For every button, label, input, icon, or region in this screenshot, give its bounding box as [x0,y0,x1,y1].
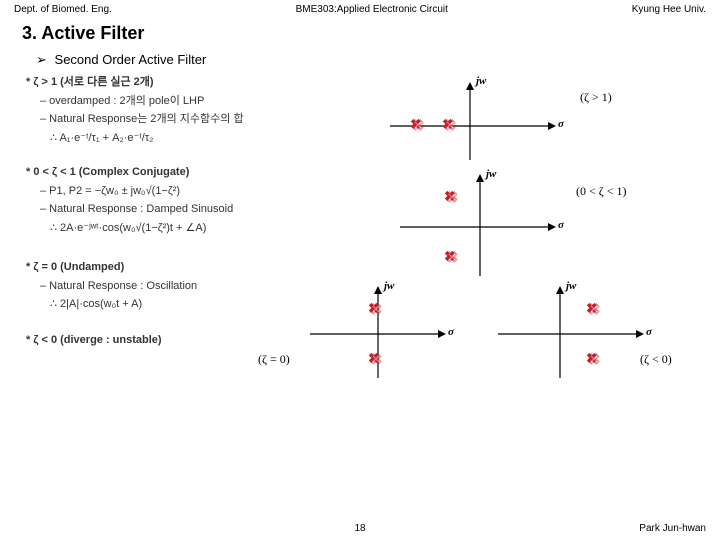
footer-author: Park Jun-hwan [639,523,706,534]
case2-l1: – P1, P2 = −ζw₀ ± jw₀√(1−ζ²) [26,183,233,200]
page-header: Dept. of Biomed. Eng. BME303:Applied Ele… [0,0,720,17]
pole-marker [586,300,602,316]
pole-marker [442,116,458,132]
zeta-gt1-label: (ζ > 1) [580,90,612,105]
subtitle: ➢ Second Order Active Filter [0,52,720,74]
case1-eq: ∴ A₁·e⁻ᵗ/τ₁ + A₂·e⁻ᵗ/τ₂ [26,130,244,147]
case3-eq: ∴ 2|A|·cos(w₀t + A) [26,296,197,313]
case2-l2: – Natural Response : Damped Sinusoid [26,201,233,218]
header-center: BME303:Applied Electronic Circuit [296,4,448,15]
case2-head: * 0 < ζ < 1 (Complex Conjugate) [26,164,233,181]
axis-jw: jw [384,280,394,292]
case3-head: * ζ = 0 (Undamped) [26,259,197,276]
case4-block: * ζ < 0 (diverge : unstable) [26,332,162,351]
pole-marker [368,350,384,366]
pole-marker [368,300,384,316]
case2-eq: ∴ 2A·e⁻ʲʷᵗ·cos(w₀√(1−ζ²)t + ∠A) [26,220,233,237]
section-title: 3. Active Filter [0,17,720,52]
pole-marker [444,188,460,204]
case1-head: * ζ > 1 (서로 다른 실근 2개) [26,74,244,91]
axis-jw: jw [566,280,576,292]
pole-marker [444,248,460,264]
header-right: Kyung Hee Univ. [632,4,706,15]
axis-sigma: σ [558,118,564,130]
axis-jw: jw [476,75,486,87]
page-number: 18 [354,523,365,534]
case2-block: * 0 < ζ < 1 (Complex Conjugate) – P1, P2… [26,164,233,238]
axis-sigma: σ [558,219,564,231]
diagram-zeta-lt0: jw σ [490,284,650,384]
case4-head: * ζ < 0 (diverge : unstable) [26,332,162,349]
zeta-0-label: (ζ = 0) [258,352,290,367]
zeta-lt0-label: (ζ < 0) [640,352,672,367]
case1-l1: – overdamped : 2개의 pole이 LHP [26,93,244,110]
axis-sigma: σ [448,326,454,338]
case3-l1: – Natural Response : Oscillation [26,278,197,295]
page-footer: 18 Park Jun-hwan [0,523,720,534]
pole-marker [410,116,426,132]
axis-sigma: σ [646,326,652,338]
subtitle-text: Second Order Active Filter [55,52,207,67]
case1-l2: – Natural Response는 2개의 지수함수의 합 [26,111,244,128]
axis-jw: jw [486,168,496,180]
diagram-zeta-01: jw σ [390,172,560,282]
pole-marker [586,350,602,366]
case1-block: * ζ > 1 (서로 다른 실근 2개) – overdamped : 2개의… [26,74,244,148]
diagram-zeta-gt1: jw σ [380,78,560,168]
case3-block: * ζ = 0 (Undamped) – Natural Response : … [26,259,197,315]
bullet-icon: ➢ [36,52,47,68]
zeta-01-label: (0 < ζ < 1) [576,184,627,199]
content-area: * ζ > 1 (서로 다른 실근 2개) – overdamped : 2개의… [0,74,720,484]
header-left: Dept. of Biomed. Eng. [14,4,112,15]
diagram-zeta-0: jw σ [300,284,450,384]
